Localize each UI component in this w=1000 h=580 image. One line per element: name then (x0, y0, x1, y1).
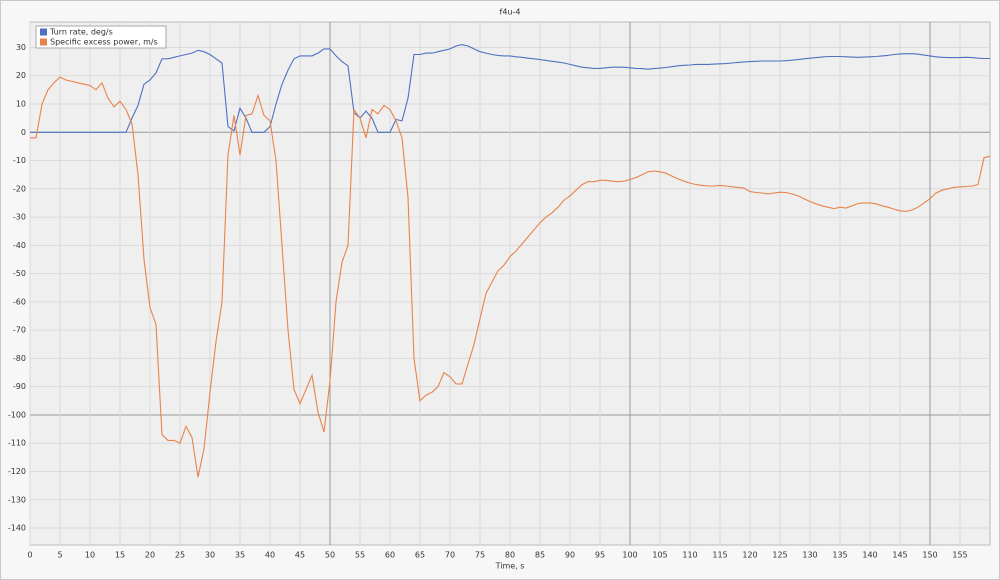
x-tick-label: 30 (205, 551, 215, 560)
y-tick-label: -50 (13, 269, 26, 278)
x-tick-label: 95 (595, 551, 605, 560)
y-tick-label: 0 (21, 128, 26, 137)
y-tick-label: -40 (13, 241, 26, 250)
legend-box (35, 25, 167, 49)
x-tick-label: 65 (415, 551, 425, 560)
x-tick-label: 105 (652, 551, 667, 560)
x-tick-label: 40 (265, 551, 275, 560)
x-axis-label: Time, s (495, 562, 525, 571)
series-line (30, 44, 990, 133)
x-tick-label: 0 (27, 551, 32, 560)
x-tick-label: 115 (712, 551, 727, 560)
y-tick-label: -30 (13, 213, 26, 222)
y-tick-label: 10 (16, 99, 26, 108)
y-tick-label: -130 (8, 495, 26, 504)
x-tick-label: 125 (772, 551, 787, 560)
x-tick-label: 25 (175, 551, 185, 560)
y-tick-label: -60 (13, 297, 26, 306)
x-tick-label: 120 (742, 551, 757, 560)
x-tick-label: 100 (622, 551, 637, 560)
x-tick-label: 110 (682, 551, 697, 560)
legend-label: Turn rate, deg/s (49, 28, 113, 37)
x-tick-label: 70 (445, 551, 455, 560)
x-tick-label: 15 (115, 551, 125, 560)
legend-label: Specific excess power, m/s (50, 38, 158, 47)
x-tick-label: 75 (475, 551, 485, 560)
x-tick-label: 35 (235, 551, 245, 560)
y-tick-label: -20 (13, 184, 26, 193)
x-tick-label: 10 (85, 551, 95, 560)
y-tick-label: 20 (16, 71, 26, 80)
y-tick-label: -100 (8, 410, 26, 419)
x-tick-label: 50 (325, 551, 335, 560)
x-tick-label: 80 (505, 551, 515, 560)
x-tick-label: 150 (922, 551, 937, 560)
y-tick-label: -80 (13, 354, 26, 363)
x-tick-label: 55 (355, 551, 365, 560)
x-tick-label: 135 (832, 551, 847, 560)
y-tick-label: -70 (13, 326, 26, 335)
x-tick-label: 60 (385, 551, 395, 560)
x-tick-label: 145 (892, 551, 907, 560)
x-tick-label: 85 (535, 551, 545, 560)
x-tick-label: 20 (145, 551, 155, 560)
x-tick-label: 90 (565, 551, 575, 560)
legend-swatch (40, 38, 47, 46)
x-tick-label: 45 (295, 551, 305, 560)
legend-swatch (40, 28, 47, 36)
x-tick-label: 5 (57, 551, 62, 560)
x-tick-label: 155 (952, 551, 967, 560)
y-tick-label: 30 (16, 43, 26, 52)
y-tick-label: -110 (8, 439, 26, 448)
chart-title: f4u-4 (500, 8, 521, 17)
y-tick-label: -140 (8, 524, 26, 533)
x-tick-label: 130 (802, 551, 817, 560)
series-line (30, 76, 991, 478)
y-tick-label: -90 (13, 382, 26, 391)
y-tick-label: -10 (13, 156, 26, 165)
x-tick-label: 140 (862, 551, 877, 560)
y-tick-label: -120 (8, 467, 26, 476)
